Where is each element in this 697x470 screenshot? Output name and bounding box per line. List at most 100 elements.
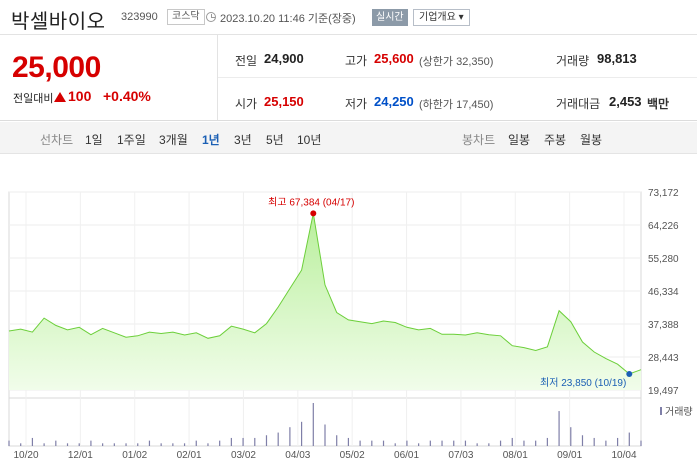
up-arrow-icon [54, 92, 66, 102]
x-tick-label: 04/03 [285, 450, 310, 461]
volume-bar [382, 440, 385, 446]
period-5y[interactable]: 5년 [266, 133, 284, 147]
volume-bar [511, 437, 513, 446]
volume-bar [172, 443, 174, 446]
volume-bar [359, 440, 361, 446]
volume-bar [55, 440, 57, 446]
volume-bar [546, 437, 548, 446]
volume-bar [640, 440, 642, 446]
volume-bar [300, 421, 303, 446]
volume-bar [628, 432, 630, 446]
line-chart-label: 선차트 [40, 133, 74, 147]
y-tick-label: 28,443 [648, 353, 679, 364]
y-tick-label: 19,497 [648, 386, 679, 397]
divider [217, 35, 218, 120]
candle-monthly[interactable]: 월봉 [580, 133, 603, 147]
volume-bar [418, 443, 420, 446]
volume-value: 98,813 [597, 51, 637, 66]
volume-bar [581, 435, 584, 446]
low-label: 저가 [345, 97, 368, 111]
low-value: 24,250 [374, 94, 414, 109]
period-3y[interactable]: 3년 [234, 133, 252, 147]
divider [218, 77, 697, 78]
volume-bar [195, 440, 197, 446]
upper-limit: (상한가 32,350) [419, 56, 494, 68]
volume-bar [523, 440, 525, 446]
stock-code: 323990 [121, 11, 158, 23]
open-value: 25,150 [264, 94, 304, 109]
volume-bar [347, 437, 350, 446]
min-point [626, 370, 633, 377]
volume-bar [453, 440, 455, 446]
period-3m[interactable]: 3개월 [159, 133, 188, 147]
company-info-button[interactable]: 기업개요 ▾ [413, 9, 470, 26]
high-label: 고가 [345, 54, 368, 68]
x-tick-label: 03/02 [231, 450, 256, 461]
volume-bar [312, 403, 314, 446]
amount-unit: 백만 [647, 97, 670, 111]
volume-bar [265, 435, 268, 446]
volume-bar [441, 440, 443, 446]
x-tick-label: 02/01 [177, 450, 202, 461]
high-value: 25,600 [374, 51, 414, 66]
period-1y[interactable]: 1년 [202, 133, 220, 147]
volume-bar [616, 437, 619, 446]
y-tick-label: 37,388 [648, 320, 679, 331]
x-tick-label: 01/02 [122, 450, 147, 461]
volume-bar [406, 440, 408, 446]
volume-bar [90, 440, 92, 446]
min-label: 최저 23,850 (10/19) [540, 377, 626, 389]
period-1w[interactable]: 1주일 [117, 133, 146, 147]
volume-bar [207, 443, 209, 446]
y-tick-label: 73,172 [648, 188, 679, 199]
max-point [310, 210, 317, 217]
price-summary: 25,000 전일대비 100 +0.40% 전일 24,900 고가 25,6… [0, 35, 697, 121]
candle-chart-label: 봉차트 [462, 133, 496, 147]
volume-bar [394, 443, 396, 446]
timestamp-basis: 기준(장중) [307, 13, 356, 25]
x-tick-label: 08/01 [503, 450, 528, 461]
prev-close-value: 24,900 [264, 51, 304, 66]
timestamp-value: 2023.10.20 11:46 [220, 13, 305, 25]
candle-weekly[interactable]: 주봉 [544, 133, 567, 147]
x-tick-label: 05/02 [340, 450, 365, 461]
volume-bar [605, 440, 607, 446]
volume-bar [66, 443, 69, 446]
x-tick-label: 06/01 [394, 450, 419, 461]
volume-bar [148, 440, 151, 446]
volume-bar [429, 440, 431, 446]
volume-bar [8, 440, 10, 446]
volume-label: 거래량 [556, 54, 590, 68]
volume-bar [183, 443, 186, 446]
realtime-button[interactable]: 실시간 [372, 9, 408, 26]
x-tick-label: 12/01 [68, 450, 93, 461]
volume-legend-swatch [660, 407, 662, 415]
volume-bar [43, 443, 45, 446]
clock-icon [206, 12, 216, 22]
candle-daily[interactable]: 일봉 [508, 133, 531, 147]
chart-toolbar: 선차트 1일 1주일 3개월 1년 3년 5년 10년 봉차트 일봉 주봉 월봉 [0, 122, 697, 154]
volume-bar [593, 437, 595, 446]
change-value: 100 [68, 88, 92, 104]
volume-bar [535, 440, 537, 446]
x-tick-label: 07/03 [448, 450, 473, 461]
open-label: 시가 [235, 97, 258, 111]
volume-bar [476, 443, 478, 446]
y-tick-label: 46,334 [648, 287, 679, 298]
y-tick-label: 55,280 [648, 254, 679, 265]
lower-limit: (하한가 17,450) [419, 99, 494, 111]
amount-label: 거래대금 [556, 97, 601, 111]
volume-bar [230, 437, 232, 446]
period-10y[interactable]: 10년 [297, 133, 322, 147]
volume-bar [464, 440, 467, 446]
period-1d[interactable]: 1일 [85, 133, 103, 147]
volume-bar [113, 443, 115, 446]
volume-bar [254, 437, 256, 446]
volume-bar [570, 427, 572, 446]
price-area [9, 213, 641, 390]
timestamp: 2023.10.20 11:46 기준(장중) [220, 10, 356, 26]
volume-bar [558, 411, 560, 446]
stock-header: 박셀바이오 323990 코스닥 2023.10.20 11:46 기준(장중)… [0, 0, 697, 35]
company-name: 박셀바이오 [11, 11, 106, 33]
volume-bar [242, 437, 244, 446]
